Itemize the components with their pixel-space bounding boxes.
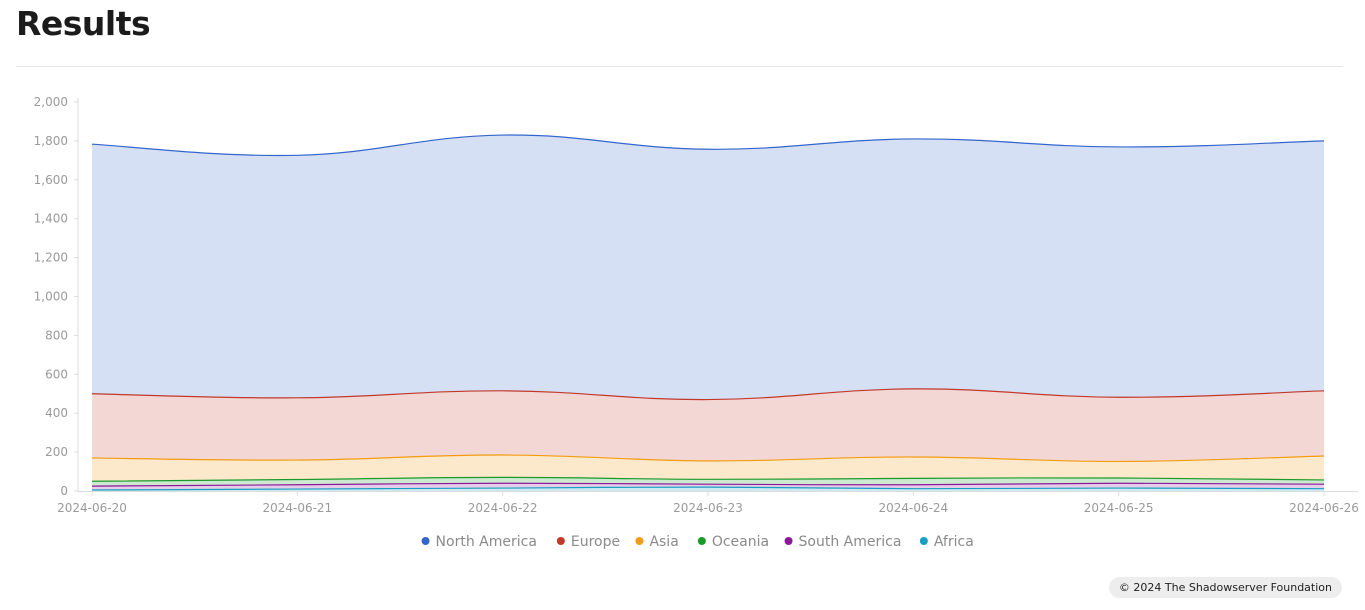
point-south-america-2[interactable] xyxy=(500,480,506,486)
x-tick-label: 2024-06-20 xyxy=(57,501,127,515)
legend-label-asia: Asia xyxy=(649,534,678,550)
legend-swatch-north-america xyxy=(421,537,430,545)
x-tick-label: 2024-06-26 xyxy=(1289,501,1359,515)
area-africa xyxy=(92,487,1324,491)
point-europe-4[interactable] xyxy=(910,386,916,392)
line-oceania xyxy=(91,476,1325,482)
x-tick-label: 2024-06-22 xyxy=(468,501,538,515)
point-asia-3[interactable] xyxy=(705,458,711,464)
y-tick-label: 800 xyxy=(45,328,68,342)
y-tick-label: 0 xyxy=(60,484,68,498)
point-north-america-2[interactable] xyxy=(500,132,506,138)
point-asia-4[interactable] xyxy=(910,454,916,460)
y-tick-label: 2,000 xyxy=(34,95,68,109)
stacked-area-chart: 0 200 400 600 800 1,000 1,200 1,400 1,600 1,800 2,… xyxy=(34,95,1359,550)
copyright-badge: © 2024 The Shadowserver Foundation xyxy=(1108,577,1342,598)
point-oceania-3[interactable] xyxy=(705,476,711,482)
y-tick-label: 1,000 xyxy=(34,290,68,304)
legend-swatch-africa xyxy=(919,537,928,545)
y-tick-label: 600 xyxy=(45,367,68,381)
point-europe-3[interactable] xyxy=(705,397,711,403)
point-europe-5[interactable] xyxy=(1116,394,1122,400)
point-north-america-4[interactable] xyxy=(910,136,916,142)
area-europe xyxy=(92,388,1324,462)
line-africa xyxy=(91,486,1325,491)
legend-item-asia[interactable]: Asia xyxy=(635,534,679,550)
point-south-america-4[interactable] xyxy=(910,482,916,488)
point-oceania-4[interactable] xyxy=(910,475,916,481)
legend-swatch-asia xyxy=(635,537,644,545)
lines-layer xyxy=(89,132,1327,491)
point-europe-2[interactable] xyxy=(500,388,506,394)
y-tick-label: 1,800 xyxy=(34,134,68,148)
page-title: Results xyxy=(16,4,151,43)
point-north-america-5[interactable] xyxy=(1116,144,1122,150)
legend-label-north-america: North America xyxy=(436,534,537,550)
legend-item-south-america[interactable]: South America xyxy=(784,534,902,550)
point-europe-6[interactable] xyxy=(1321,388,1327,394)
point-asia-2[interactable] xyxy=(500,452,506,458)
point-north-america-0[interactable] xyxy=(89,141,95,147)
point-asia-0[interactable] xyxy=(89,455,95,461)
legend-label-africa: Africa xyxy=(934,534,974,550)
legend-swatch-south-america xyxy=(784,537,793,545)
point-oceania-1[interactable] xyxy=(294,477,300,483)
point-europe-0[interactable] xyxy=(89,391,95,397)
areas-layer xyxy=(92,134,1324,491)
legend-swatch-europe xyxy=(556,537,565,545)
point-oceania-2[interactable] xyxy=(500,474,506,480)
legend-item-europe[interactable]: Europe xyxy=(556,534,620,550)
x-tick-label: 2024-06-23 xyxy=(673,501,743,515)
point-south-america-5[interactable] xyxy=(1116,480,1122,486)
line-asia xyxy=(91,454,1325,463)
point-north-america-1[interactable] xyxy=(294,152,300,158)
legend-item-north-america[interactable]: North America xyxy=(421,534,537,550)
title-divider xyxy=(16,66,1343,67)
point-oceania-6[interactable] xyxy=(1321,477,1327,483)
area-north-america xyxy=(92,134,1324,400)
point-oceania-5[interactable] xyxy=(1116,475,1122,481)
point-south-america-1[interactable] xyxy=(294,482,300,488)
legend-item-africa[interactable]: Africa xyxy=(919,534,974,550)
x-tick-label: 2024-06-21 xyxy=(262,501,332,515)
axes-layer: 0 200 400 600 800 1,000 1,200 1,400 1,600 1,800 2,… xyxy=(34,95,1359,515)
y-tick-label: 1,600 xyxy=(34,173,68,187)
x-tick-label: 2024-06-24 xyxy=(878,501,948,515)
point-asia-1[interactable] xyxy=(294,457,300,463)
legend[interactable]: North America Europe Asia Oceania South Amer… xyxy=(421,534,974,550)
y-tick-label: 1,400 xyxy=(34,212,68,226)
point-north-america-6[interactable] xyxy=(1321,138,1327,144)
point-asia-5[interactable] xyxy=(1116,458,1122,464)
point-north-america-3[interactable] xyxy=(705,146,711,152)
legend-swatch-oceania xyxy=(697,537,706,545)
point-oceania-0[interactable] xyxy=(89,478,95,484)
point-asia-6[interactable] xyxy=(1321,453,1327,459)
y-tick-label: 200 xyxy=(45,445,68,459)
legend-label-europe: Europe xyxy=(571,534,620,550)
line-north-america xyxy=(91,134,1325,157)
legend-item-oceania[interactable]: Oceania xyxy=(697,534,769,550)
line-europe xyxy=(91,388,1325,401)
x-tick-label: 2024-06-25 xyxy=(1084,501,1154,515)
y-tick-label: 400 xyxy=(45,406,68,420)
line-south-america xyxy=(91,482,1325,487)
legend-label-oceania: Oceania xyxy=(712,534,769,550)
legend-label-south-america: South America xyxy=(799,534,902,550)
y-tick-label: 1,200 xyxy=(34,251,68,265)
point-europe-1[interactable] xyxy=(294,395,300,401)
area-asia xyxy=(92,455,1324,482)
